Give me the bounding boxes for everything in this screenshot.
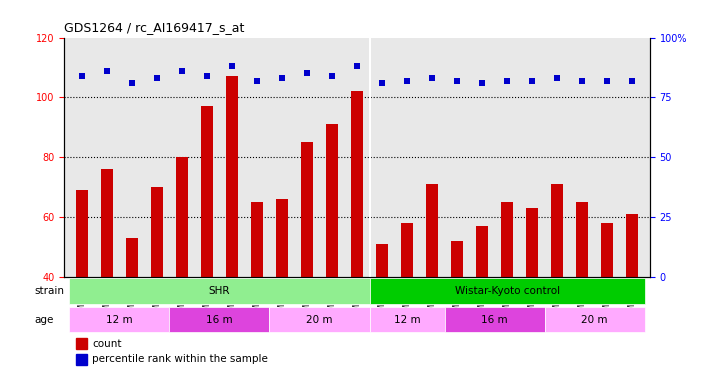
Bar [76,354,86,365]
Text: 12 m: 12 m [106,315,133,325]
Bar [151,187,163,277]
Point [251,78,263,84]
Text: 12 m: 12 m [393,315,421,325]
Bar [445,307,545,332]
Bar [376,244,388,277]
Bar [269,307,370,332]
Text: age: age [34,315,54,325]
Point [76,73,88,79]
Text: GDS1264 / rc_AI169417_s_at: GDS1264 / rc_AI169417_s_at [64,21,245,34]
Point [276,75,288,81]
Bar [551,184,563,277]
Bar [601,223,613,277]
Text: 16 m: 16 m [481,315,508,325]
Bar [370,307,445,332]
Bar [251,202,263,277]
Point [551,75,563,81]
Bar [76,338,86,349]
Point [526,78,538,84]
Point [176,68,188,74]
Bar [69,307,169,332]
Bar [201,106,213,277]
Point [126,80,138,86]
Text: count: count [92,339,122,349]
Text: Wistar-Kyoto control: Wistar-Kyoto control [455,286,560,296]
Bar [351,92,363,277]
Point [576,78,588,84]
Bar [401,223,413,277]
Bar [576,202,588,277]
Bar [545,307,645,332]
Text: 20 m: 20 m [581,315,608,325]
Text: percentile rank within the sample: percentile rank within the sample [92,354,268,364]
Bar [226,76,238,277]
Point [201,73,213,79]
Point [476,80,488,86]
Point [376,80,388,86]
Bar [276,199,288,277]
Bar [526,208,538,277]
Bar [501,202,513,277]
Text: 16 m: 16 m [206,315,233,325]
Text: 20 m: 20 m [306,315,333,325]
Point [601,78,613,84]
Point [351,63,363,69]
Bar [301,142,313,277]
Bar [176,157,188,277]
Bar [370,278,645,304]
Bar [69,278,370,304]
Point [626,78,638,84]
Bar [451,241,463,277]
Bar [169,307,269,332]
Bar [476,226,488,277]
Point [451,78,463,84]
Point [101,68,113,74]
Point [151,75,163,81]
Bar [76,190,88,277]
Point [326,73,338,79]
Point [426,75,438,81]
Point [401,78,413,84]
Point [226,63,238,69]
Point [501,78,513,84]
Bar [426,184,438,277]
Text: strain: strain [34,286,64,296]
Bar [626,214,638,277]
Point [301,70,313,76]
Text: SHR: SHR [208,286,230,296]
Bar [101,169,113,277]
Bar [126,238,138,277]
Bar [326,124,338,277]
